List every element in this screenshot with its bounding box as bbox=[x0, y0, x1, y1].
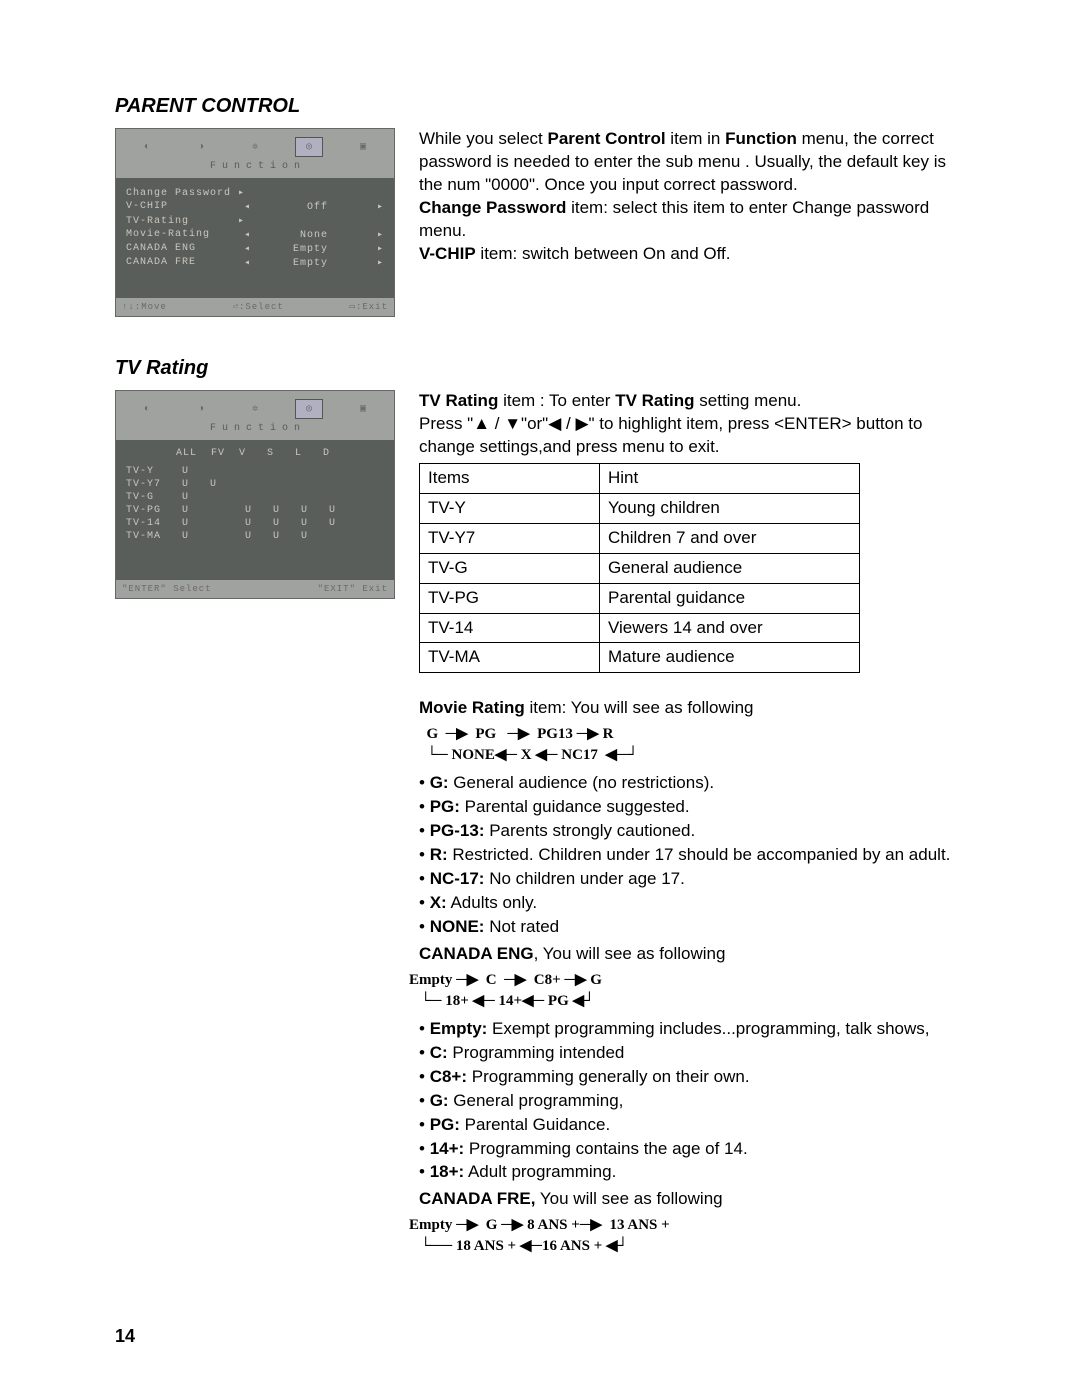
screen-icon: ▣ bbox=[349, 137, 377, 157]
clock-icon: ✲ bbox=[241, 137, 269, 157]
menu-iconbar: ◐ ◑ ✲ ◎ ▣ bbox=[116, 391, 394, 421]
movie-item: • G: General audience (no restrictions). bbox=[419, 772, 965, 795]
ce-item: • C: Programming intended bbox=[419, 1042, 965, 1065]
ce-item: • 18+: Adult programming. bbox=[419, 1161, 965, 1184]
menu-row: CANADA ENG◂ Empty ▸ bbox=[126, 242, 384, 256]
function-icon: ◎ bbox=[295, 137, 323, 157]
table-row: TV-Y7Children 7 and over bbox=[420, 523, 860, 553]
globe-icon: ◐ bbox=[133, 399, 161, 419]
menu-row: Change Password ▸ bbox=[126, 186, 384, 200]
ratings-table: ItemsHint TV-YYoung children TV-Y7Childr… bbox=[419, 463, 860, 674]
menu-row: V-CHIP◂ Off ▸ bbox=[126, 200, 384, 214]
ce-item: • 14+: Programming contains the age of 1… bbox=[419, 1138, 965, 1161]
vchip-line: V-CHIP item: switch between On and Off. bbox=[419, 243, 965, 266]
movie-item: • NC-17: No children under age 17. bbox=[419, 868, 965, 891]
canada-fre-head: CANADA FRE, You will see as following bbox=[419, 1188, 965, 1211]
grid-row: TV-Y7 U U bbox=[126, 478, 384, 491]
panel-footer: "ENTER" Select "EXIT" Exit bbox=[116, 580, 394, 598]
grid-row: TV-Y U bbox=[126, 465, 384, 478]
grid-row: TV-PG U U U U U bbox=[126, 504, 384, 517]
movie-item: • R: Restricted. Children under 17 shoul… bbox=[419, 844, 965, 867]
speaker-icon: ◑ bbox=[187, 137, 215, 157]
tv-rating-intro: TV Rating item : To enter TV Rating sett… bbox=[419, 390, 965, 413]
table-row: TV-PGParental guidance bbox=[420, 583, 860, 613]
table-row: TV-MAMature audience bbox=[420, 643, 860, 673]
screen-icon: ▣ bbox=[349, 399, 377, 419]
clock-icon: ✲ bbox=[241, 399, 269, 419]
tv-rating-instruction: Press "▲ / ▼"or"◀ / ▶" to highlight item… bbox=[419, 413, 965, 459]
table-row: TV-YYoung children bbox=[420, 493, 860, 523]
canada-eng-diagram: Empty ─▶ C ─▶ C8+ ─▶ G └─ 18+ ◀─ 14+◀─ P… bbox=[409, 970, 965, 1012]
menu-row: TV-Rating ▸ bbox=[126, 214, 384, 228]
globe-icon: ◐ bbox=[133, 137, 161, 157]
grid-row: TV-G U bbox=[126, 491, 384, 504]
movie-rating-head: Movie Rating item: You will see as follo… bbox=[419, 697, 965, 720]
parent-control-screenshot: ◐ ◑ ✲ ◎ ▣ F u n c t i o n Change Passwor… bbox=[115, 128, 395, 317]
movie-item: • NONE: Not rated bbox=[419, 916, 965, 939]
parent-control-paragraph: While you select Parent Control item in … bbox=[419, 128, 965, 197]
menu-row: Movie-Rating◂ None ▸ bbox=[126, 228, 384, 242]
change-password-line: Change Password item: select this item t… bbox=[419, 197, 965, 243]
menu-row: CANADA FRE◂ Empty ▸ bbox=[126, 256, 384, 270]
canada-fre-diagram: Empty ─▶ G ─▶ 8 ANS +─▶ 13 ANS + └── 18 … bbox=[409, 1215, 965, 1257]
grid-row: TV-14 U U U U U bbox=[126, 517, 384, 530]
ce-item: • PG: Parental Guidance. bbox=[419, 1114, 965, 1137]
tv-rating-heading: TV Rating bbox=[115, 357, 965, 380]
ce-item: • G: General programming, bbox=[419, 1090, 965, 1113]
panel-footer: ↑↓:Move ⏎:Select ▭:Exit bbox=[116, 298, 394, 316]
parent-control-heading: PARENT CONTROL bbox=[115, 95, 965, 118]
function-icon: ◎ bbox=[295, 399, 323, 419]
canada-eng-head: CANADA ENG, You will see as following bbox=[419, 943, 965, 966]
function-label: F u n c t i o n bbox=[116, 159, 394, 178]
ce-item: • C8+: Programming generally on their ow… bbox=[419, 1066, 965, 1089]
movie-item: • PG: Parental guidance suggested. bbox=[419, 796, 965, 819]
movie-item: • PG-13: Parents strongly cautioned. bbox=[419, 820, 965, 843]
function-label: F u n c t i o n bbox=[116, 421, 394, 440]
movie-flow-diagram: G ─▶ PG ─▶ PG13 ─▶ R └─ NONE◀─ X ◀─ NC17… bbox=[419, 724, 965, 766]
table-row: ItemsHint bbox=[420, 463, 860, 493]
grid-row: TV-MA U U U U bbox=[126, 530, 384, 543]
tv-rating-screenshot: ◐ ◑ ✲ ◎ ▣ F u n c t i o n ALL FV V S L D… bbox=[115, 390, 395, 599]
menu-iconbar: ◐ ◑ ✲ ◎ ▣ bbox=[116, 129, 394, 159]
speaker-icon: ◑ bbox=[187, 399, 215, 419]
table-row: TV-GGeneral audience bbox=[420, 553, 860, 583]
page-number: 14 bbox=[115, 1326, 135, 1347]
ce-item: • Empty: Exempt programming includes...p… bbox=[419, 1018, 965, 1041]
table-row: TV-14Viewers 14 and over bbox=[420, 613, 860, 643]
grid-header: ALL FV V S L D bbox=[176, 448, 384, 459]
movie-item: • X: Adults only. bbox=[419, 892, 965, 915]
